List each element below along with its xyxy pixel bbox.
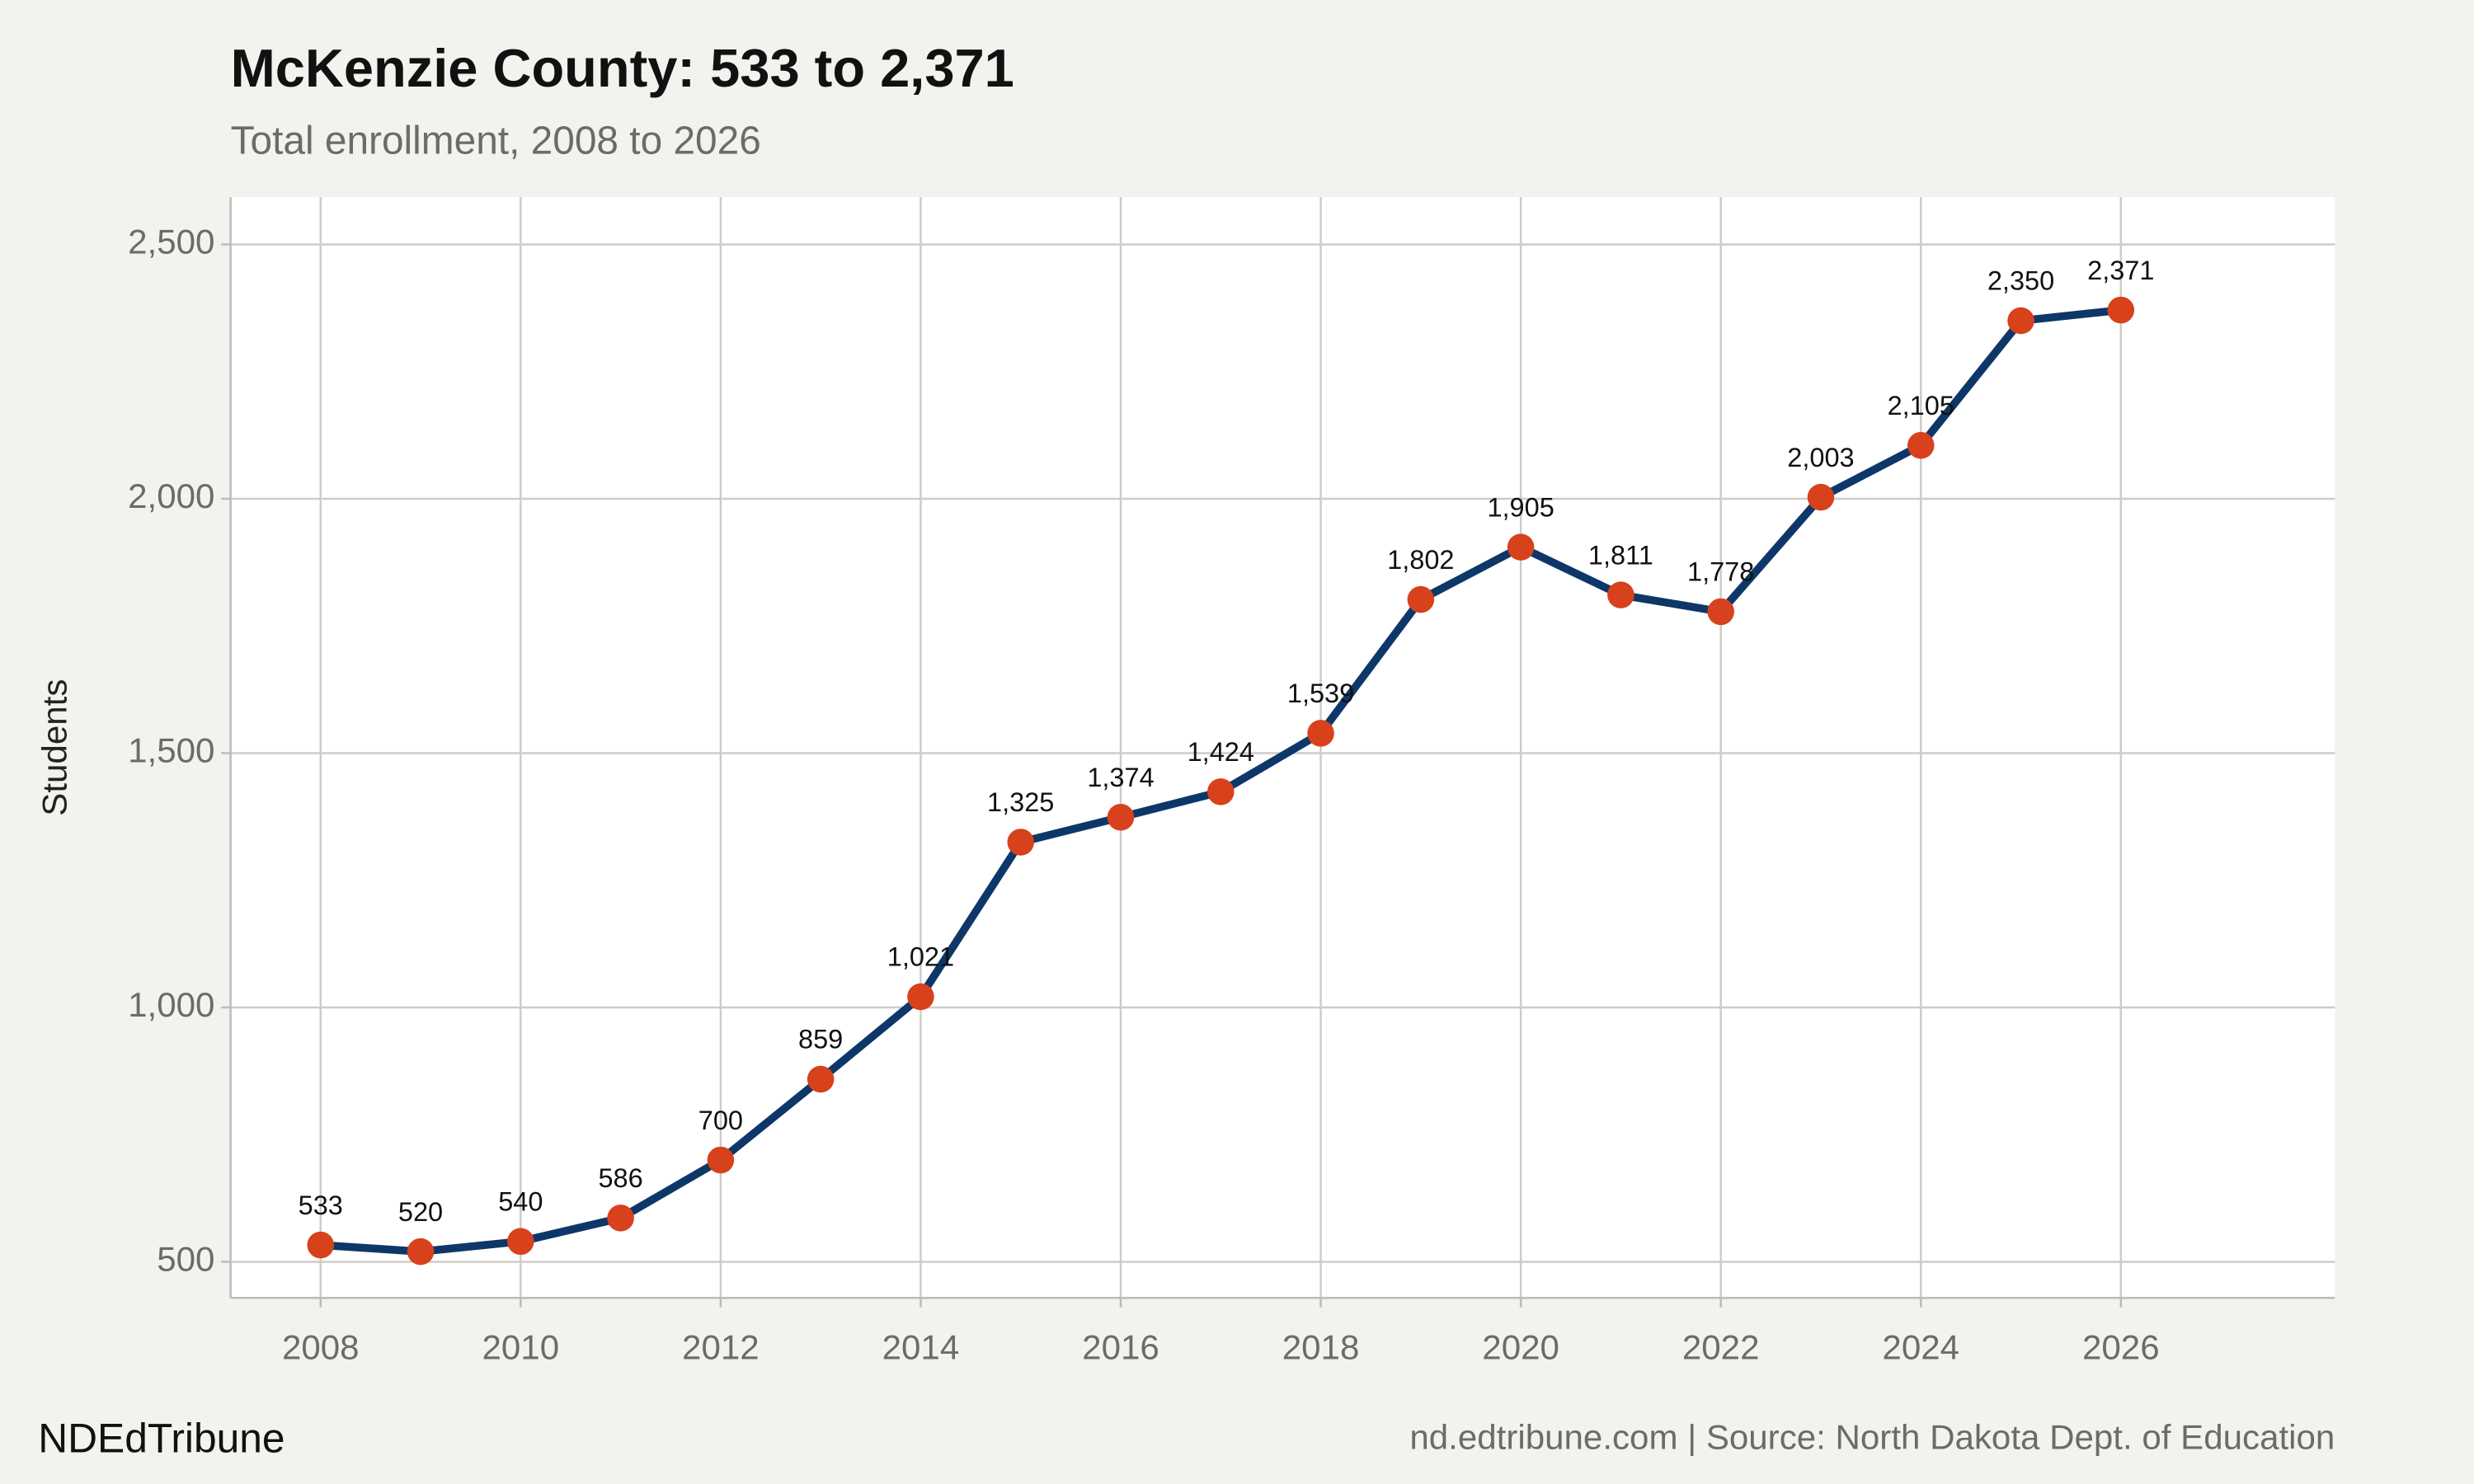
value-label: 1,905: [1487, 492, 1554, 522]
value-label: 586: [598, 1163, 642, 1193]
y-tick-label: 2,000: [128, 477, 214, 515]
x-tick-label: 2008: [282, 1328, 360, 1367]
x-tick-label: 2020: [1482, 1328, 1559, 1367]
y-tick-label: 500: [157, 1240, 214, 1279]
point: [2007, 307, 2034, 335]
point: [607, 1205, 634, 1232]
value-label: 540: [498, 1186, 543, 1216]
point: [1407, 585, 1435, 613]
point: [2107, 296, 2135, 324]
chart-title: McKenzie County: 533 to 2,371: [231, 38, 1014, 98]
value-label: 2,003: [1787, 443, 1854, 472]
value-label: 2,105: [1888, 391, 1954, 420]
chart-subtitle: Total enrollment, 2008 to 2026: [231, 120, 761, 163]
point: [1707, 598, 1734, 626]
value-label: 859: [798, 1025, 843, 1054]
point: [807, 1065, 835, 1093]
point: [307, 1231, 335, 1259]
value-label: 1,539: [1287, 679, 1354, 708]
value-label: 1,374: [1087, 763, 1154, 792]
point: [407, 1237, 435, 1266]
x-tick-label: 2026: [2082, 1328, 2160, 1367]
footer-source: nd.edtribune.com | Source: North Dakota …: [1409, 1418, 2335, 1457]
point: [1007, 829, 1034, 856]
value-label: 1,021: [887, 942, 954, 972]
y-axis-label: Students: [35, 679, 73, 816]
x-tick-label: 2024: [1882, 1328, 1959, 1367]
plot-panel: [230, 197, 2335, 1298]
y-tick-label: 1,500: [128, 731, 214, 770]
value-label: 1,802: [1387, 545, 1454, 575]
point: [1107, 803, 1135, 831]
point: [1807, 483, 1835, 511]
point: [1607, 581, 1634, 608]
point: [1207, 778, 1235, 805]
x-tick-label: 2018: [1282, 1328, 1360, 1367]
x-tick-label: 2016: [1082, 1328, 1159, 1367]
point: [507, 1228, 534, 1256]
x-tick-label: 2010: [482, 1328, 560, 1367]
value-label: 1,811: [1588, 540, 1653, 570]
y-tick-label: 1,000: [128, 985, 214, 1024]
value-label: 1,778: [1687, 557, 1754, 587]
point: [1307, 720, 1334, 747]
point: [907, 983, 934, 1011]
value-label: 1,325: [987, 787, 1054, 817]
value-label: 533: [299, 1190, 343, 1220]
point: [707, 1146, 735, 1174]
value-label: 2,350: [1987, 266, 2054, 296]
x-tick-label: 2014: [882, 1328, 960, 1367]
value-label: 2,371: [2087, 256, 2154, 285]
value-label: 700: [698, 1106, 743, 1135]
point: [1507, 533, 1535, 561]
point: [1907, 431, 1935, 459]
value-label: 520: [398, 1197, 443, 1227]
x-tick-label: 2012: [682, 1328, 760, 1367]
y-tick-label: 2,500: [128, 223, 214, 261]
x-tick-label: 2022: [1682, 1328, 1760, 1367]
footer-brand: NDEdTribune: [38, 1415, 285, 1461]
value-label: 1,424: [1188, 737, 1254, 767]
